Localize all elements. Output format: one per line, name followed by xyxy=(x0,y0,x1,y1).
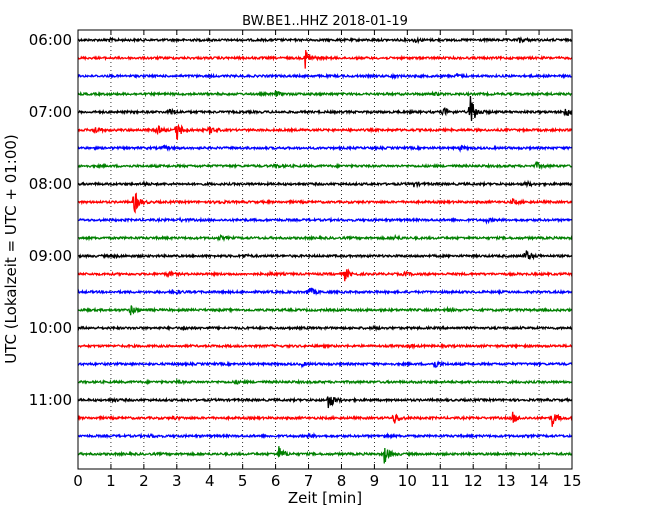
x-tick-label: 11 xyxy=(431,472,450,490)
y-tick-label: 09:00 xyxy=(29,247,72,265)
y-tick-label: 11:00 xyxy=(29,391,72,409)
x-tick-label: 8 xyxy=(337,472,347,490)
seismic-trace xyxy=(77,324,573,332)
grid-lines xyxy=(110,30,540,469)
seismic-trace xyxy=(77,396,573,409)
seismic-trace xyxy=(77,179,573,189)
y-axis-label: UTC (Lokalzeit = UTC + 01:00) xyxy=(2,134,20,364)
x-tick-label: 2 xyxy=(139,472,149,490)
seismic-trace xyxy=(77,268,573,282)
x-tick-label: 7 xyxy=(304,472,314,490)
seismic-trace xyxy=(77,432,573,440)
seismic-trace xyxy=(77,378,573,386)
traces xyxy=(77,36,573,464)
x-tick-label: 13 xyxy=(497,472,516,490)
x-tick-label: 3 xyxy=(172,472,182,490)
x-tick-label: 14 xyxy=(530,472,549,490)
seismic-trace xyxy=(77,123,573,141)
seismic-trace xyxy=(77,233,573,242)
y-tick-label: 06:00 xyxy=(29,31,72,49)
seismic-trace xyxy=(77,446,573,464)
x-tick-label: 1 xyxy=(106,472,116,490)
seismic-trace xyxy=(77,72,573,81)
seismic-trace xyxy=(77,161,573,170)
seismic-trace xyxy=(77,287,573,296)
x-tick-label: 15 xyxy=(562,472,581,490)
x-tick-label: 6 xyxy=(271,472,281,490)
y-tick-label: 07:00 xyxy=(29,103,72,121)
seismic-trace xyxy=(77,250,573,261)
x-tick-label: 9 xyxy=(370,472,380,490)
seismic-trace xyxy=(77,90,573,98)
axes: 0 1 2 3 4 5 6 7 8 9 10 11 12 13 14 1506:0007:0008:0009:… xyxy=(29,30,582,490)
seismic-trace xyxy=(77,359,573,369)
x-tick-label: 5 xyxy=(238,472,248,490)
seismic-trace xyxy=(77,192,573,214)
seismic-trace xyxy=(77,144,573,153)
chart-title: BW.BE1..HHZ 2018-01-19 xyxy=(242,14,408,29)
x-tick-label: 4 xyxy=(205,472,215,490)
x-tick-label: 10 xyxy=(398,472,417,490)
x-tick-label: 0 xyxy=(73,472,83,490)
x-axis-label: Zeit [min] xyxy=(288,489,362,507)
seismic-trace xyxy=(77,216,573,225)
seismic-trace xyxy=(77,36,573,45)
y-tick-label: 10:00 xyxy=(29,319,72,337)
seismic-trace xyxy=(77,305,573,316)
seismic-trace xyxy=(77,49,573,69)
seismic-trace xyxy=(77,411,573,427)
seismic-trace xyxy=(77,342,573,350)
seismic-trace xyxy=(77,96,573,121)
plot-frame xyxy=(77,29,573,470)
x-tick-label: 12 xyxy=(464,472,483,490)
y-tick-label: 08:00 xyxy=(29,175,72,193)
